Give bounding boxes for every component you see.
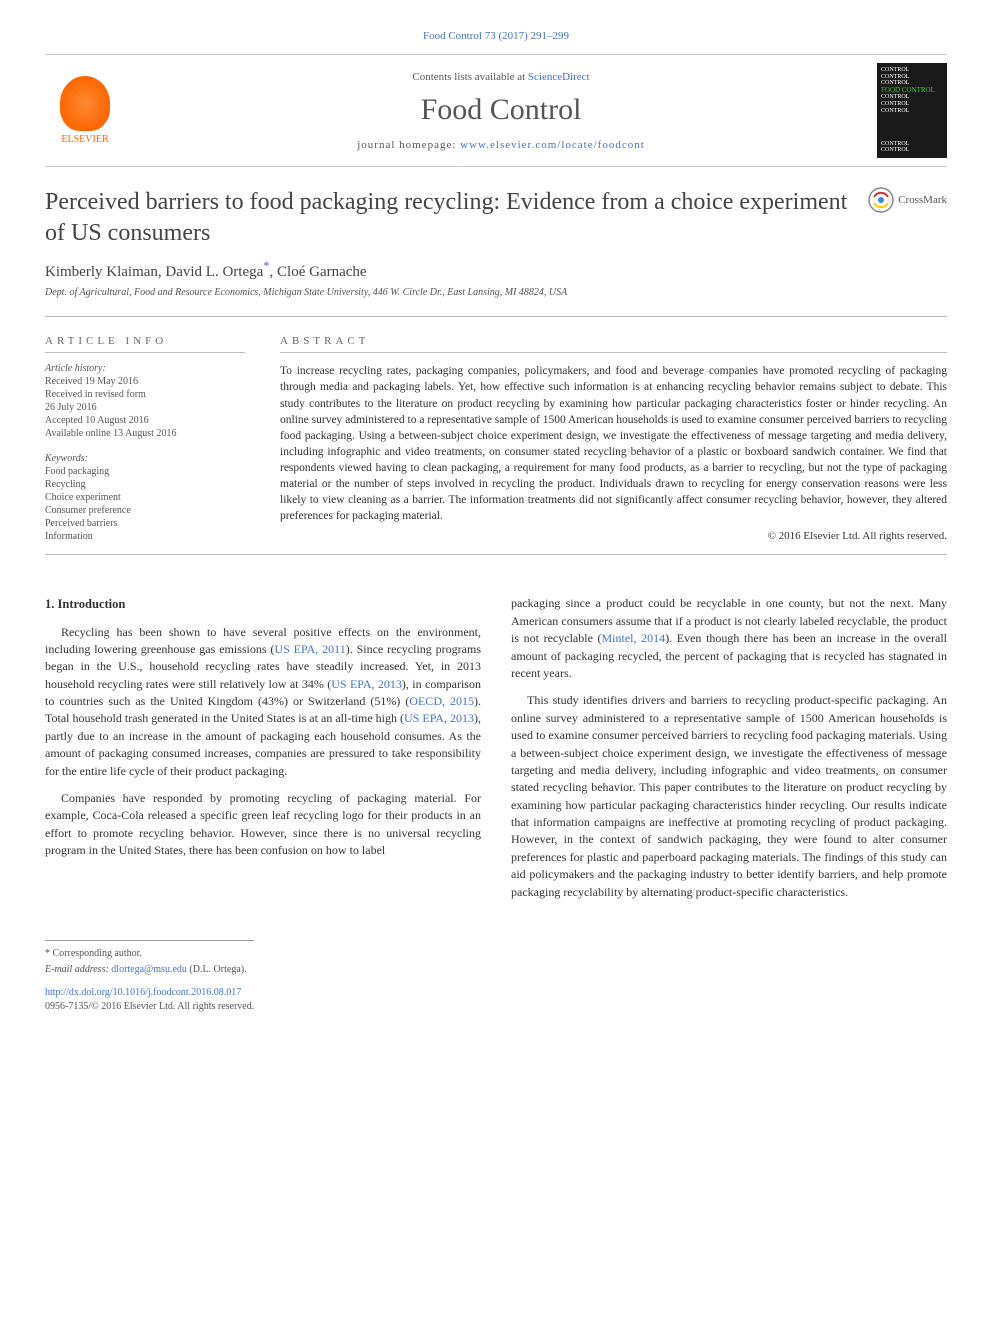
cover-line: CONTROL bbox=[881, 67, 943, 74]
cover-line: CONTROL bbox=[881, 141, 943, 148]
keyword: Choice experiment bbox=[45, 492, 245, 503]
corresponding-author-note: * Corresponding author. bbox=[45, 947, 254, 962]
keyword: Information bbox=[45, 531, 245, 542]
homepage-prefix: journal homepage: bbox=[357, 139, 460, 151]
crossmark-icon bbox=[868, 187, 894, 213]
cover-line: CONTROL bbox=[881, 74, 943, 81]
journal-citation: Food Control 73 (2017) 291–299 bbox=[45, 30, 947, 42]
email-label: E-mail address: bbox=[45, 964, 111, 975]
email-line: E-mail address: dlortega@msu.edu (D.L. O… bbox=[45, 963, 254, 978]
history-item: Accepted 10 August 2016 bbox=[45, 415, 245, 426]
publisher-label: ELSEVIER bbox=[61, 134, 108, 145]
history-item: Received in revised form bbox=[45, 389, 245, 400]
crossmark-label: CrossMark bbox=[898, 194, 947, 206]
author-name: Cloé Garnache bbox=[277, 264, 367, 280]
author-name: David L. Ortega bbox=[165, 264, 263, 280]
keyword: Consumer preference bbox=[45, 505, 245, 516]
keyword: Perceived barriers bbox=[45, 518, 245, 529]
author-name: Kimberly Klaiman, bbox=[45, 264, 165, 280]
body-column-right: packaging since a product could be recyc… bbox=[511, 595, 947, 1014]
divider bbox=[45, 316, 947, 317]
citation-link[interactable]: US EPA, 2011 bbox=[274, 642, 345, 656]
journal-homepage-link[interactable]: www.elsevier.com/locate/foodcont bbox=[460, 139, 645, 151]
article-info-sidebar: ARTICLE INFO Article history: Received 1… bbox=[45, 335, 245, 544]
journal-header: ELSEVIER Contents lists available at Sci… bbox=[45, 54, 947, 167]
cover-line: CONTROL bbox=[881, 108, 943, 115]
body-paragraph: Recycling has been shown to have several… bbox=[45, 624, 481, 781]
doi-link[interactable]: http://dx.doi.org/10.1016/j.foodcont.201… bbox=[45, 987, 241, 998]
article-info-heading: ARTICLE INFO bbox=[45, 335, 245, 353]
history-item: 26 July 2016 bbox=[45, 402, 245, 413]
history-item: Available online 13 August 2016 bbox=[45, 428, 245, 439]
body-column-left: 1. Introduction Recycling has been shown… bbox=[45, 595, 481, 1014]
history-label: Article history: bbox=[45, 363, 245, 374]
crossmark-badge[interactable]: CrossMark bbox=[868, 187, 947, 213]
author-list: Kimberly Klaiman, David L. Ortega*, Cloé… bbox=[45, 259, 947, 281]
cover-line: CONTROL bbox=[881, 94, 943, 101]
contents-prefix: Contents lists available at bbox=[412, 71, 527, 83]
citation-link[interactable]: US EPA, 2013 bbox=[331, 677, 402, 691]
sciencedirect-link[interactable]: ScienceDirect bbox=[528, 71, 590, 83]
abstract-section: ABSTRACT To increase recycling rates, pa… bbox=[280, 335, 947, 544]
keyword: Food packaging bbox=[45, 466, 245, 477]
keyword: Recycling bbox=[45, 479, 245, 490]
abstract-text: To increase recycling rates, packaging c… bbox=[280, 363, 947, 524]
history-item: Received 19 May 2016 bbox=[45, 376, 245, 387]
journal-name: Food Control bbox=[125, 93, 877, 127]
author-separator: , bbox=[270, 264, 278, 280]
journal-cover-thumbnail: CONTROL CONTROL CONTROL FOOD CONTROL CON… bbox=[877, 63, 947, 158]
elsevier-logo: ELSEVIER bbox=[45, 68, 125, 153]
author-affiliation: Dept. of Agricultural, Food and Resource… bbox=[45, 287, 947, 298]
citation-link[interactable]: US EPA, 2013 bbox=[404, 711, 474, 725]
cover-line-food: FOOD CONTROL bbox=[881, 87, 943, 95]
footnotes: * Corresponding author. E-mail address: … bbox=[45, 940, 254, 1015]
abstract-copyright: © 2016 Elsevier Ltd. All rights reserved… bbox=[280, 530, 947, 542]
citation-link[interactable]: OECD, 2015 bbox=[409, 694, 474, 708]
article-title: Perceived barriers to food packaging rec… bbox=[45, 187, 868, 249]
citation-link[interactable]: Mintel, 2014 bbox=[602, 631, 666, 645]
elsevier-tree-icon bbox=[60, 76, 110, 131]
journal-homepage-line: journal homepage: www.elsevier.com/locat… bbox=[125, 139, 877, 151]
author-email-link[interactable]: dlortega@msu.edu bbox=[111, 964, 187, 975]
divider bbox=[45, 554, 947, 555]
cover-line: CONTROL bbox=[881, 101, 943, 108]
email-suffix: (D.L. Ortega). bbox=[187, 964, 247, 975]
keywords-label: Keywords: bbox=[45, 453, 245, 464]
cover-line: CONTROL bbox=[881, 147, 943, 154]
section-heading-introduction: 1. Introduction bbox=[45, 595, 481, 613]
body-paragraph: This study identifies drivers and barrie… bbox=[511, 692, 947, 901]
contents-available-line: Contents lists available at ScienceDirec… bbox=[125, 71, 877, 83]
issn-copyright: 0956-7135/© 2016 Elsevier Ltd. All right… bbox=[45, 1000, 254, 1015]
abstract-heading: ABSTRACT bbox=[280, 335, 947, 353]
article-body: 1. Introduction Recycling has been shown… bbox=[45, 595, 947, 1014]
body-paragraph: packaging since a product could be recyc… bbox=[511, 595, 947, 682]
body-paragraph: Companies have responded by promoting re… bbox=[45, 790, 481, 860]
